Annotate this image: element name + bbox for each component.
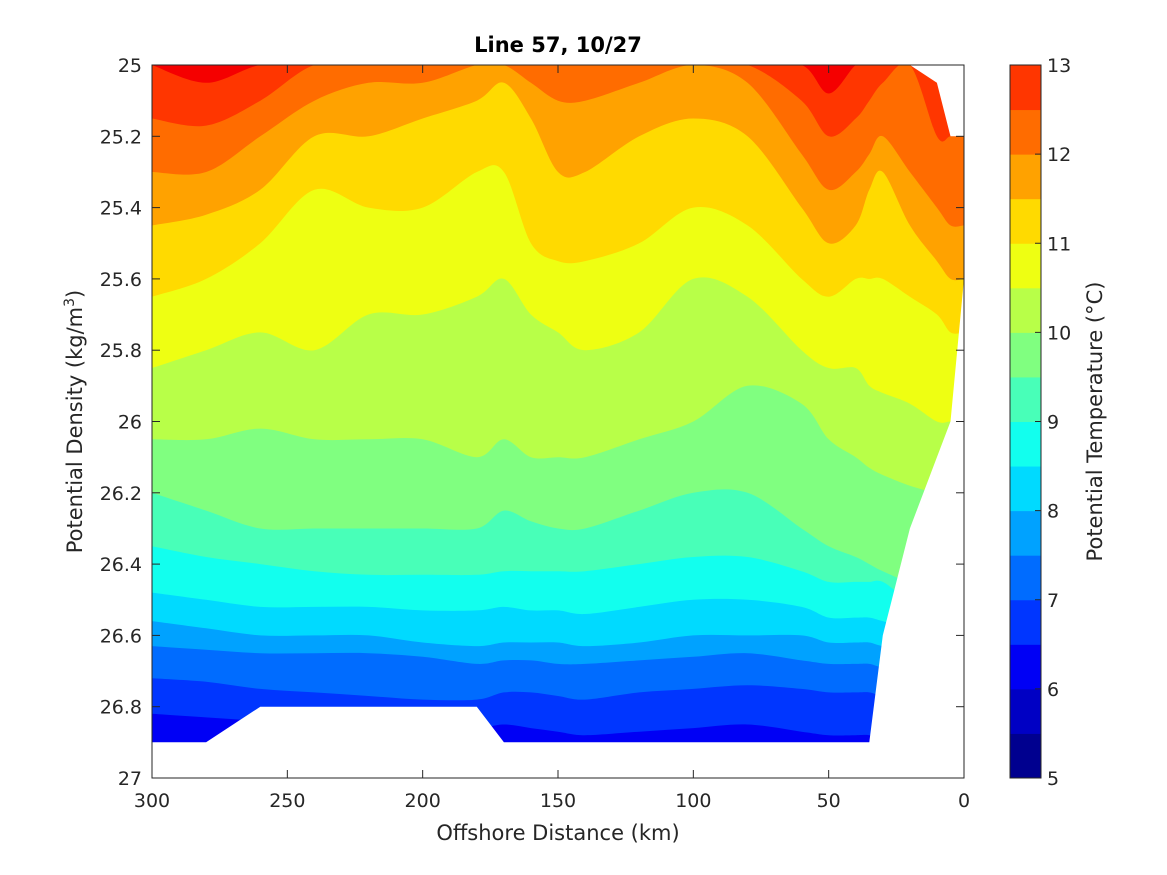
x-axis: 300 250 200 150 100 50 0: [134, 65, 970, 812]
colorbar-tick-label: 6: [1047, 679, 1059, 701]
colorbar: [1010, 65, 1041, 779]
y-tick-label: 25.2: [100, 126, 142, 148]
y-axis-label-main: Potential Density (kg/m: [63, 307, 87, 553]
colorbar-tick-label: 9: [1047, 412, 1059, 434]
colorbar-tick-label: 12: [1047, 144, 1071, 166]
colorbar-swatch: [1010, 376, 1041, 422]
colorbar-tick-label: 11: [1047, 233, 1071, 255]
colorbar-swatch: [1010, 644, 1041, 690]
colorbar-label: Potential Temperature (°C): [1083, 282, 1107, 562]
y-tick-label: 26.4: [100, 554, 142, 576]
contour-fill-layer: [152, 65, 964, 778]
y-tick-label: 26: [118, 412, 142, 434]
colorbar-swatch: [1010, 555, 1041, 601]
no-data-region-bottom: [152, 278, 964, 778]
y-axis-label-close: ): [63, 290, 87, 298]
y-axis-label: Potential Density (kg/m3): [62, 290, 87, 554]
x-tick-label: 0: [958, 790, 970, 812]
y-axis-label-superscript: 3: [62, 298, 78, 307]
colorbar-axis: 5 6 7 8 9 10 11 12 13: [1035, 55, 1071, 790]
x-axis-label: Offshore Distance (km): [436, 821, 679, 845]
colorbar-swatch: [1010, 109, 1041, 155]
y-tick-label: 27: [118, 768, 142, 790]
colorbar-swatch: [1010, 688, 1041, 734]
colorbar-tick-label: 7: [1047, 590, 1059, 612]
colorbar-swatch: [1010, 332, 1041, 378]
colorbar-tick-label: 8: [1047, 501, 1059, 523]
colorbar-swatch: [1010, 243, 1041, 289]
colorbar-swatch: [1010, 287, 1041, 333]
y-tick-label: 25: [118, 55, 142, 77]
y-tick-label: 26.6: [100, 625, 142, 647]
colorbar-tick-label: 5: [1047, 768, 1059, 790]
y-tick-label: 25.4: [100, 198, 142, 220]
data-mask-layer: [152, 65, 964, 778]
colorbar-swatch: [1010, 198, 1041, 244]
x-tick-label: 100: [675, 790, 711, 812]
colorbar-swatch: [1010, 65, 1041, 111]
colorbar-swatch: [1010, 466, 1041, 512]
colorbar-swatch: [1010, 733, 1041, 779]
y-tick-label: 25.8: [100, 340, 142, 362]
colorbar-swatch: [1010, 154, 1041, 200]
x-tick-label: 50: [817, 790, 841, 812]
y-tick-label: 26.8: [100, 697, 142, 719]
colorbar-tick-label: 10: [1047, 322, 1071, 344]
colorbar-swatch: [1010, 421, 1041, 467]
colorbar-swatch: [1010, 599, 1041, 645]
colorbar-tick-label: 13: [1047, 55, 1071, 77]
x-tick-label: 200: [405, 790, 441, 812]
x-tick-label: 300: [134, 790, 170, 812]
y-tick-label: 25.6: [100, 269, 142, 291]
chart-title: Line 57, 10/27: [474, 33, 642, 57]
x-tick-label: 250: [269, 790, 305, 812]
x-tick-label: 150: [540, 790, 576, 812]
colorbar-swatch: [1010, 510, 1041, 556]
y-tick-label: 26.2: [100, 483, 142, 505]
y-axis: 25 25.2 25.4 25.6 25.8 26 26.2 26.4 26.6 26.8 27: [100, 55, 964, 790]
